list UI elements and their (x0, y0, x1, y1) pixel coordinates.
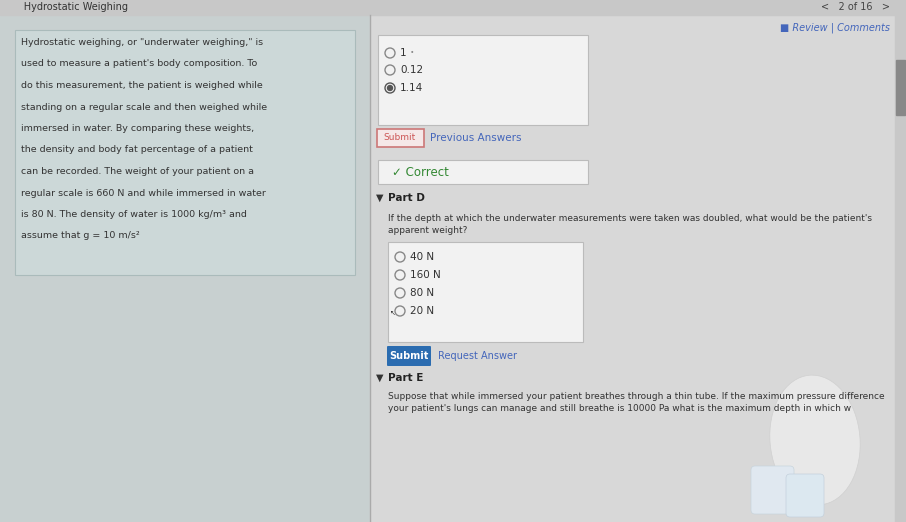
FancyBboxPatch shape (15, 30, 355, 275)
Text: 160 N: 160 N (410, 270, 440, 280)
Text: do this measurement, the patient is weighed while: do this measurement, the patient is weig… (21, 81, 263, 90)
Text: Submit: Submit (384, 134, 416, 143)
Text: used to measure a patient's body composition. To: used to measure a patient's body composi… (21, 60, 257, 68)
Text: immersed in water. By comparing these weights,: immersed in water. By comparing these we… (21, 124, 254, 133)
Text: regular scale is 660 N and while immersed in water: regular scale is 660 N and while immerse… (21, 188, 265, 197)
Text: ▼: ▼ (376, 373, 383, 383)
Text: Previous Answers: Previous Answers (430, 133, 522, 143)
Text: 40 N: 40 N (410, 252, 434, 262)
Text: standing on a regular scale and then weighed while: standing on a regular scale and then wei… (21, 102, 267, 112)
Text: ■ Review | Comments: ■ Review | Comments (780, 23, 890, 33)
Text: <   2 of 16   >: < 2 of 16 > (821, 3, 890, 13)
Text: is 80 N. The density of water is 1000 kg/m³ and: is 80 N. The density of water is 1000 kg… (21, 210, 246, 219)
Bar (895, 15, 906, 522)
FancyBboxPatch shape (387, 346, 431, 366)
Text: 1.14: 1.14 (400, 83, 423, 93)
Text: Submit: Submit (390, 351, 429, 361)
Text: If the depth at which the underwater measurements were taken was doubled, what w: If the depth at which the underwater mea… (388, 214, 872, 223)
FancyBboxPatch shape (786, 474, 824, 517)
Text: Suppose that while immersed your patient breathes through a thin tube. If the ma: Suppose that while immersed your patient… (388, 392, 884, 401)
Text: Hydrostatic weighing, or "underwater weighing," is: Hydrostatic weighing, or "underwater wei… (21, 38, 263, 47)
Text: 0.12: 0.12 (400, 65, 423, 75)
Text: apparent weight?: apparent weight? (388, 226, 467, 235)
Text: ▼: ▼ (376, 193, 383, 203)
Text: Request Answer: Request Answer (438, 351, 517, 361)
Text: ↖: ↖ (390, 310, 396, 316)
Text: assume that g = 10 m/s²: assume that g = 10 m/s² (21, 231, 140, 241)
Text: 80 N: 80 N (410, 288, 434, 298)
Text: ✓ Correct: ✓ Correct (392, 165, 448, 179)
Bar (370, 15, 895, 522)
Text: 20 N: 20 N (410, 306, 434, 316)
Text: your patient's lungs can manage and still breathe is 10000 Pa what is the maximu: your patient's lungs can manage and stil… (388, 404, 851, 413)
Text: 1: 1 (400, 48, 407, 58)
Text: can be recorded. The weight of your patient on a: can be recorded. The weight of your pati… (21, 167, 254, 176)
Circle shape (388, 86, 392, 90)
FancyBboxPatch shape (378, 35, 588, 125)
FancyBboxPatch shape (378, 160, 588, 184)
Text: Part D: Part D (388, 193, 425, 203)
FancyBboxPatch shape (751, 466, 794, 514)
Text: Part E: Part E (388, 373, 423, 383)
Bar (0, 15, 370, 522)
FancyBboxPatch shape (388, 242, 583, 342)
Text: Hydrostatic Weighing: Hydrostatic Weighing (5, 3, 128, 13)
Text: •: • (408, 50, 414, 56)
Bar (0, 0, 906, 15)
FancyBboxPatch shape (377, 129, 424, 147)
Ellipse shape (770, 375, 860, 505)
Bar (896, 60, 905, 115)
Text: the density and body fat percentage of a patient: the density and body fat percentage of a… (21, 146, 253, 155)
